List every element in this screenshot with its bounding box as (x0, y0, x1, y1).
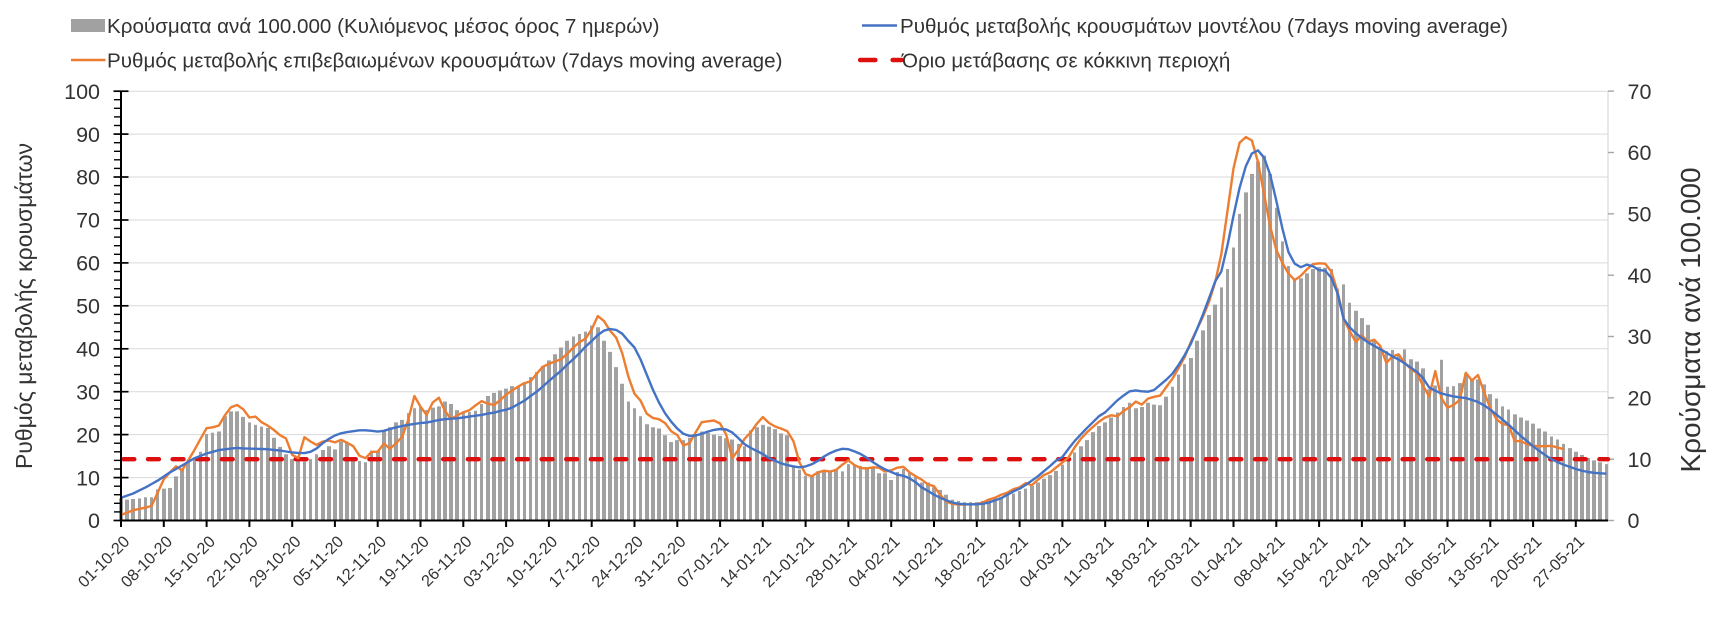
svg-text:Ρυθμός μεταβολής κρουσμάτων: Ρυθμός μεταβολής κρουσμάτων (11, 143, 37, 469)
svg-text:30: 30 (76, 380, 100, 404)
svg-text:Ρυθμός μεταβολής κρουσμάτων μο: Ρυθμός μεταβολής κρουσμάτων μοντέλου (7d… (900, 15, 1508, 38)
svg-text:Κρούσματα ανά 100.000 (Κυλιόμε: Κρούσματα ανά 100.000 (Κυλιόμενος μέσος … (107, 15, 659, 38)
svg-text:10: 10 (76, 466, 100, 490)
svg-text:0: 0 (88, 509, 100, 533)
svg-text:20: 20 (76, 423, 100, 447)
svg-text:10: 10 (1628, 448, 1652, 472)
svg-text:Κρούσματα ανά 100.000: Κρούσματα ανά 100.000 (1675, 167, 1706, 472)
svg-text:80: 80 (76, 166, 100, 190)
svg-text:50: 50 (76, 295, 100, 319)
svg-text:70: 70 (76, 209, 100, 233)
svg-text:30: 30 (1628, 325, 1652, 349)
svg-text:90: 90 (76, 123, 100, 147)
svg-text:Ρυθμός μεταβολής επιβεβαιωμένω: Ρυθμός μεταβολής επιβεβαιωμένων κρουσμάτ… (107, 50, 782, 73)
svg-text:60: 60 (76, 252, 100, 276)
svg-text:60: 60 (1628, 141, 1652, 165)
svg-text:40: 40 (1628, 264, 1652, 288)
svg-text:Όριο μετάβασης σε κόκκινη περι: Όριο μετάβασης σε κόκκινη περιοχή (901, 50, 1230, 73)
svg-text:50: 50 (1628, 203, 1652, 227)
svg-text:100: 100 (64, 80, 100, 104)
svg-text:0: 0 (1628, 509, 1640, 533)
svg-text:70: 70 (1628, 80, 1652, 104)
svg-text:40: 40 (76, 338, 100, 362)
svg-text:20: 20 (1628, 387, 1652, 411)
